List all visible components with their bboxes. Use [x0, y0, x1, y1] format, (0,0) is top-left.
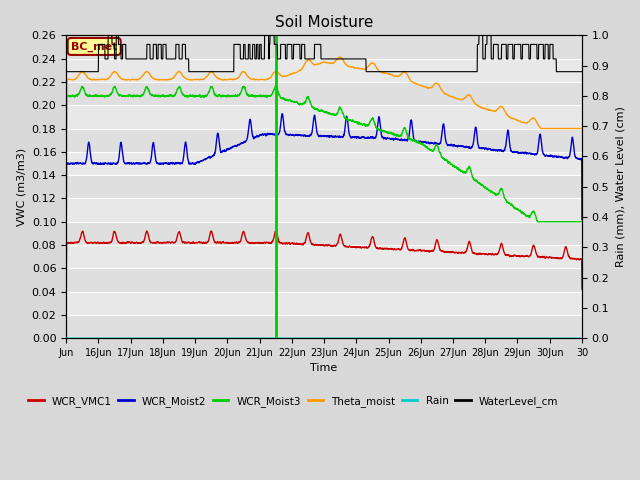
Bar	[66, 82, 582, 105]
Legend: WCR_VMC1, WCR_Moist2, WCR_Moist3, Theta_moist, Rain, WaterLevel_cm: WCR_VMC1, WCR_Moist2, WCR_Moist3, Theta_…	[24, 392, 563, 411]
Bar	[66, 268, 582, 292]
Bar	[66, 129, 582, 152]
Bar	[66, 315, 582, 338]
Y-axis label: VWC (m3/m3): VWC (m3/m3)	[16, 148, 26, 226]
Title: Soil Moisture: Soil Moisture	[275, 15, 373, 30]
Text: BC_met: BC_met	[71, 41, 117, 51]
Bar	[66, 175, 582, 198]
X-axis label: Time: Time	[310, 363, 338, 373]
Bar	[66, 222, 582, 245]
Bar	[66, 36, 582, 59]
Y-axis label: Rain (mm), Water Level (cm): Rain (mm), Water Level (cm)	[615, 107, 625, 267]
